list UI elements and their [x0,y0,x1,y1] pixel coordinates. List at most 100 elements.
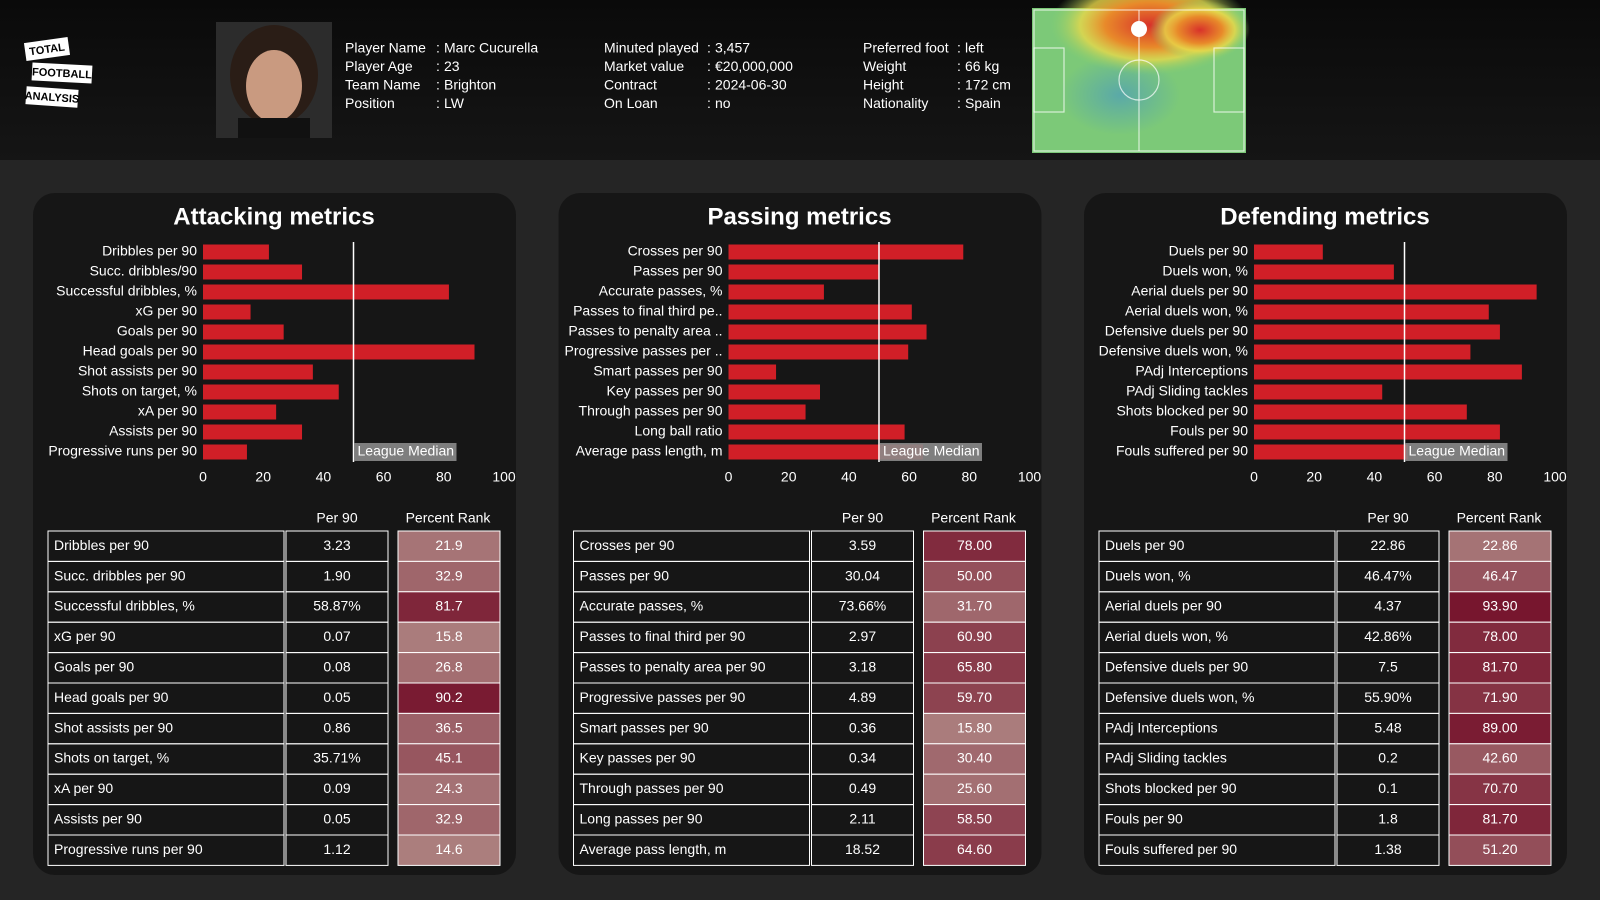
info-separator: : [707,58,711,74]
panel [33,193,516,875]
percent-rank: 22.86 [1482,537,1517,553]
bar [1254,404,1467,420]
x-tick-label: 0 [199,469,207,485]
bar-label: Defensive duels won, % [1099,343,1248,359]
bar [1254,304,1489,320]
metric-name: Duels per 90 [1105,537,1185,553]
bar-label: Goals per 90 [117,323,197,339]
per90-value: 3.23 [323,537,350,553]
metric-name: Fouls suffered per 90 [1105,841,1237,857]
info-label: Nationality [863,95,928,111]
metric-name: Duels won, % [1105,567,1191,583]
x-tick-label: 40 [841,469,857,485]
info-label: Weight [863,58,906,74]
percent-rank: 15.80 [957,719,992,735]
bar [728,444,923,460]
metric-name: PAdj Sliding tackles [1105,750,1227,766]
per90-value: 1.8 [1378,811,1398,827]
info-separator: : [707,40,711,56]
player-marker [1131,21,1147,37]
metric-name: Progressive passes per 90 [580,689,746,705]
percent-rank: 21.9 [435,537,462,553]
info-separator: : [707,95,711,111]
metric-name: Aerial duels won, % [1105,628,1228,644]
per90-value: 1.12 [323,841,350,857]
bar-label: Long ball ratio [635,423,723,439]
bar [203,244,269,260]
per90-value: 35.71% [313,750,360,766]
per90-value: 0.34 [849,750,876,766]
column-header: Percent Rank [931,510,1017,526]
rank-cell [923,530,1026,562]
bar-label: Fouls suffered per 90 [1116,443,1248,459]
percent-rank: 51.20 [1482,841,1517,857]
metric-name: Passes to penalty area per 90 [580,659,766,675]
metric-name: Passes per 90 [580,567,670,583]
per90-value: 2.97 [849,628,876,644]
column-header: Per 90 [316,510,357,526]
bar [203,304,251,320]
per90-value: 0.1 [1378,780,1398,796]
percent-rank: 90.2 [435,689,462,705]
bar-label: Dribbles per 90 [102,243,197,259]
bar [1254,444,1409,460]
bar [728,404,806,420]
percent-rank: 32.9 [435,567,462,583]
metric-name: Succ. dribbles per 90 [54,567,186,583]
info-value: 2024-06-30 [715,77,787,93]
bar-label: Passes per 90 [633,263,723,279]
rank-cell [923,682,1026,714]
median-label: League Median [358,443,455,459]
percent-rank: 78.00 [957,537,992,553]
info-separator: : [957,77,961,93]
info-separator: : [436,58,440,74]
info-label: On Loan [604,95,658,111]
bar [728,264,879,280]
per90-value: 2.11 [849,811,875,827]
metric-name: Head goals per 90 [54,689,169,705]
bar-label: Assists per 90 [109,423,197,439]
bar-label: Aerial duels won, % [1125,303,1248,319]
per90-value: 46.47% [1364,567,1411,583]
bar-label: xA per 90 [138,403,197,419]
bar-label: Progressive passes per .. [565,343,723,359]
per90-value: 1.90 [323,567,350,583]
table-cell [573,834,810,866]
metric-name: xA per 90 [54,780,113,796]
bar-label: Key passes per 90 [607,383,723,399]
metric-name: Shots on target, % [54,750,169,766]
info-value: LW [444,95,465,111]
table-cell [47,834,285,866]
metric-name: Goals per 90 [54,659,134,675]
metric-name: Shots blocked per 90 [1105,780,1237,796]
rank-cell [397,682,501,714]
percent-rank: 30.40 [957,750,992,766]
rank-cell [923,560,1026,593]
info-separator: : [957,40,961,56]
info-label: Preferred foot [863,40,949,56]
player-photo [216,22,332,138]
percent-rank: 46.47 [1482,567,1517,583]
metric-name: Long passes per 90 [580,811,703,827]
info-value: 23 [444,58,460,74]
bar-label: Fouls per 90 [1170,423,1248,439]
x-tick-label: 80 [1487,469,1503,485]
rank-cell [1448,773,1552,806]
metric-name: Crosses per 90 [580,537,675,553]
metric-name: Average pass length, m [580,841,727,857]
panel-title: Attacking metrics [173,203,374,230]
info-separator: : [957,95,961,111]
bar [728,244,964,260]
bar [203,324,284,340]
percent-rank: 25.60 [957,780,992,796]
bar [1254,424,1500,440]
per90-value: 3.18 [849,659,876,675]
bar [728,384,821,400]
metric-name: Successful dribbles, % [54,598,195,614]
bar [203,264,303,280]
bar-label: PAdj Interceptions [1135,363,1248,379]
panel [1084,193,1567,875]
info-value: left [965,40,984,56]
percent-rank: 59.70 [957,689,992,705]
bar [203,344,475,360]
